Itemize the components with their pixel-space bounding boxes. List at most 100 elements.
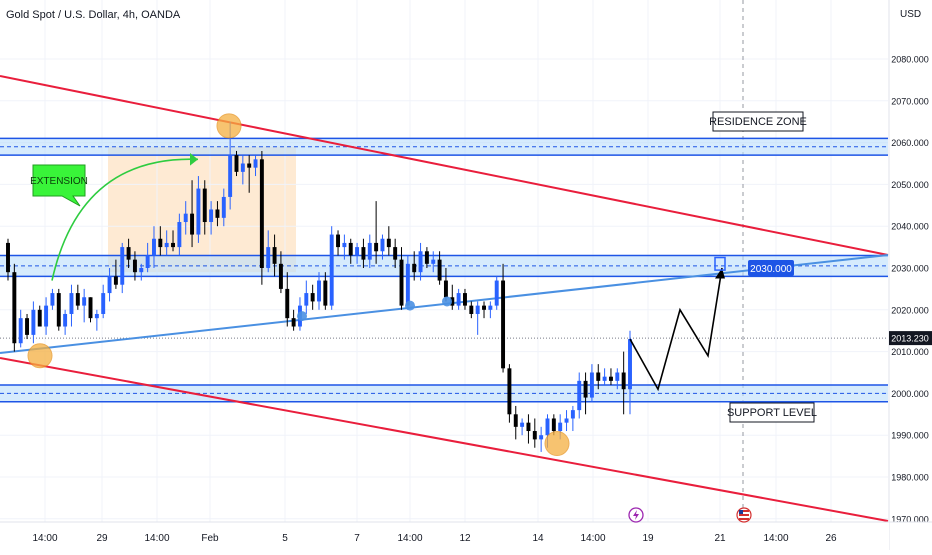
candle[interactable]	[386, 226, 391, 256]
candle[interactable]	[44, 297, 49, 335]
candle[interactable]	[120, 242, 125, 294]
candle[interactable]	[412, 251, 417, 281]
candle[interactable]	[342, 234, 347, 260]
candle[interactable]	[18, 309, 23, 348]
currency-label[interactable]: USD	[900, 9, 922, 20]
candle[interactable]	[145, 242, 150, 273]
candle[interactable]	[488, 301, 493, 319]
candle[interactable]	[196, 176, 201, 243]
candle[interactable]	[539, 426, 544, 452]
candle[interactable]	[431, 251, 436, 273]
candle[interactable]	[418, 242, 423, 281]
candle[interactable]	[152, 226, 156, 268]
candle[interactable]	[393, 238, 398, 268]
candle[interactable]	[361, 238, 366, 268]
lightning-event-icon[interactable]	[628, 507, 644, 523]
candle[interactable]	[37, 305, 42, 327]
candle[interactable]	[475, 301, 480, 335]
candle[interactable]	[443, 268, 448, 302]
candle[interactable]	[215, 201, 220, 227]
lower-trendline[interactable]	[0, 357, 889, 522]
candle[interactable]	[323, 272, 328, 310]
candle[interactable]	[501, 263, 506, 373]
candle[interactable]	[367, 234, 372, 268]
candle[interactable]	[329, 226, 334, 310]
candle[interactable]	[399, 247, 404, 310]
candle[interactable]	[209, 201, 214, 235]
candle[interactable]	[113, 259, 118, 289]
us-flag-event-icon[interactable]	[736, 507, 752, 523]
candle[interactable]	[355, 242, 360, 264]
candle[interactable]	[463, 288, 467, 310]
candle[interactable]	[589, 364, 594, 402]
candle[interactable]	[63, 309, 68, 335]
candle[interactable]	[405, 255, 410, 310]
candle[interactable]	[615, 368, 620, 390]
candle[interactable]	[56, 288, 61, 331]
candle[interactable]	[602, 368, 607, 386]
candle[interactable]	[520, 418, 525, 436]
x-axis-panel[interactable]	[0, 522, 889, 550]
candle[interactable]	[82, 288, 87, 323]
candle[interactable]	[88, 297, 93, 323]
candle[interactable]	[526, 414, 531, 444]
candle[interactable]	[221, 188, 226, 227]
candle[interactable]	[253, 155, 258, 177]
candle[interactable]	[336, 230, 341, 256]
candle[interactable]	[564, 410, 569, 432]
candle[interactable]	[25, 313, 30, 340]
candle[interactable]	[291, 309, 296, 331]
candle[interactable]	[247, 155, 252, 193]
candle[interactable]	[183, 201, 188, 235]
candle[interactable]	[278, 251, 283, 294]
candle[interactable]	[310, 284, 315, 310]
candle[interactable]	[171, 230, 175, 252]
candle[interactable]	[532, 418, 537, 448]
candle[interactable]	[190, 180, 195, 248]
candle[interactable]	[437, 251, 442, 285]
candle[interactable]	[240, 155, 245, 185]
candle[interactable]	[374, 201, 379, 264]
upper-trendline[interactable]	[0, 75, 889, 256]
candle[interactable]	[202, 180, 207, 235]
candle[interactable]	[107, 268, 112, 302]
candle[interactable]	[628, 330, 632, 415]
candle[interactable]	[456, 288, 461, 310]
candle[interactable]	[6, 238, 10, 281]
candle[interactable]	[272, 234, 277, 277]
candle[interactable]	[75, 284, 80, 310]
candle[interactable]	[94, 309, 99, 331]
candle[interactable]	[101, 284, 106, 319]
candle[interactable]	[494, 276, 499, 310]
candle[interactable]	[507, 364, 512, 423]
candle[interactable]	[132, 251, 137, 281]
candle[interactable]	[482, 301, 486, 319]
candle[interactable]	[139, 263, 144, 281]
candle[interactable]	[450, 284, 455, 310]
candle[interactable]	[348, 238, 353, 264]
candle[interactable]	[126, 238, 131, 268]
candle[interactable]	[31, 301, 36, 344]
y-axis-panel[interactable]	[889, 0, 932, 550]
candle[interactable]	[12, 263, 17, 352]
candle[interactable]	[583, 372, 588, 415]
candle[interactable]	[570, 405, 575, 432]
candle[interactable]	[177, 213, 182, 256]
candle[interactable]	[304, 280, 309, 314]
candle[interactable]	[469, 301, 474, 319]
candle[interactable]	[164, 230, 169, 256]
candle[interactable]	[513, 405, 518, 440]
projection-path[interactable]	[629, 267, 723, 392]
candle[interactable]	[158, 226, 163, 256]
candle[interactable]	[596, 364, 601, 390]
candle[interactable]	[577, 372, 582, 419]
candle[interactable]	[234, 150, 239, 177]
candle[interactable]	[69, 284, 74, 327]
candle[interactable]	[380, 234, 385, 260]
candle[interactable]	[608, 368, 613, 386]
candle[interactable]	[317, 272, 321, 310]
candle[interactable]	[621, 351, 626, 415]
candle[interactable]	[259, 150, 264, 285]
